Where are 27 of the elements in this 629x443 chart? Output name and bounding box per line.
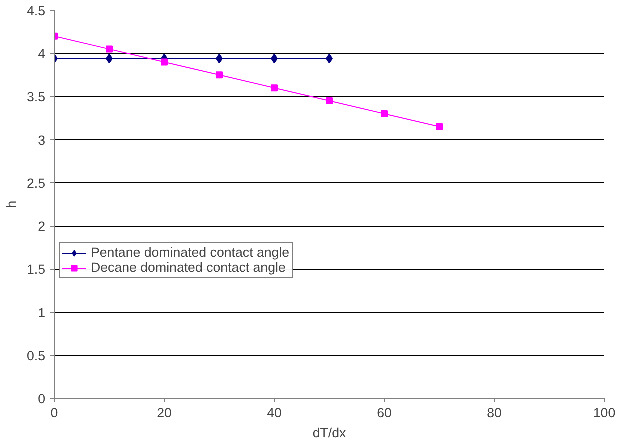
y-tick-label: 2.5: [26, 176, 46, 191]
y-tick-label: 0.5: [26, 348, 46, 364]
x-tick-label: 40: [267, 406, 282, 420]
point: [216, 72, 223, 79]
legend-label: Decane dominated contact angle: [91, 260, 286, 275]
legend-label: Pentane dominated contact angle: [91, 245, 290, 260]
y-tick-label: 1: [38, 305, 46, 320]
point: [381, 110, 388, 118]
y-axis-title: h: [4, 200, 19, 208]
point: [436, 123, 443, 130]
y-tick-label: 1.5: [26, 262, 46, 278]
y-tick-label: 2: [38, 219, 46, 234]
x-tick-label: 0: [50, 406, 58, 420]
y-tick-label: 4: [38, 46, 46, 62]
x-tick-label: 80: [487, 406, 502, 420]
x-tick-label: 100: [593, 406, 616, 420]
y-tick-label: 3: [38, 132, 46, 148]
x-tick-label: 60: [377, 406, 392, 420]
x-tick-label: 20: [157, 406, 172, 420]
point: [106, 46, 113, 53]
point: [271, 84, 278, 92]
point: [326, 98, 333, 105]
y-tick-label: 3.5: [26, 90, 46, 105]
y-tick-label: 0: [38, 392, 46, 406]
point: [161, 58, 168, 66]
y-tick-label: 4.5: [26, 4, 46, 18]
x-axis-title: dT/dx: [312, 426, 347, 440]
